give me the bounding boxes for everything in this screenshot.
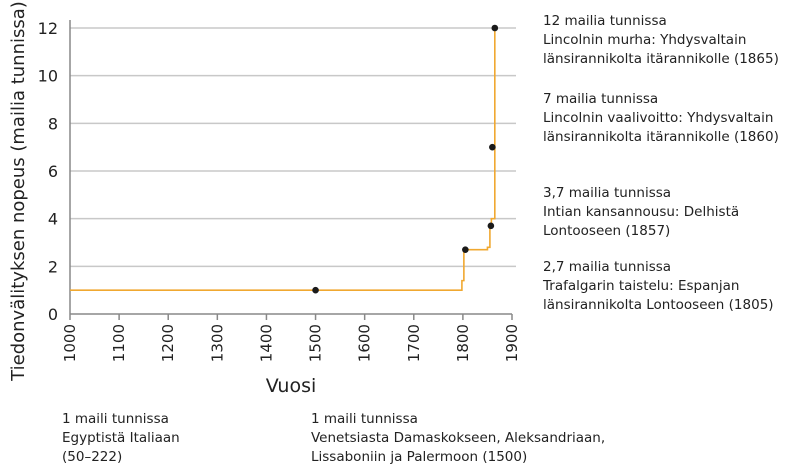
annotation-text: länsirannikolta itärannikolle (1860) bbox=[543, 129, 779, 145]
annotation-12mph: 12 mailia tunnissa Lincolnin murha: Yhdys… bbox=[543, 12, 779, 69]
y-tick-label: 10 bbox=[38, 67, 58, 86]
annotation-7mph: 7 mailia tunnissa Lincolnin vaalivoitto: … bbox=[543, 90, 779, 147]
y-tick-label: 6 bbox=[48, 162, 58, 181]
annotation-venice: 1 maili tunnissa Venetsiasta Damaskokseen… bbox=[311, 410, 605, 467]
y-tick-label: 0 bbox=[48, 305, 58, 324]
x-tick-label: 1300 bbox=[208, 324, 226, 362]
x-tick-label: 1500 bbox=[307, 324, 325, 362]
data-point bbox=[312, 286, 319, 294]
annotation-text: länsirannikolta Lontooseen (1805) bbox=[543, 297, 774, 313]
annotation-egypt: 1 maili tunnissa Egyptistä Italiaan (50–22… bbox=[62, 410, 180, 467]
annotation-3-7mph: 3,7 mailia tunnissa Intian kansannousu: D… bbox=[543, 184, 739, 241]
x-axis-label: Vuosi bbox=[266, 375, 317, 397]
x-tick-label: 1400 bbox=[257, 324, 275, 362]
x-tick-label: 1900 bbox=[503, 324, 521, 362]
annotation-text: Egyptistä Italiaan bbox=[62, 430, 180, 446]
data-point bbox=[489, 143, 496, 151]
annotation-2-7mph: 2,7 mailia tunnissa Trafalgarin taistelu:… bbox=[543, 258, 774, 315]
annotation-title: 12 mailia tunnissa bbox=[543, 13, 667, 29]
annotation-text: Lincolnin vaalivoitto: Yhdysvaltain bbox=[543, 110, 774, 126]
step-line bbox=[70, 28, 496, 291]
annotation-text: Lincolnin murha: Yhdysvaltain bbox=[543, 32, 747, 48]
annotation-text: Lissaboniin ja Palermoon (1500) bbox=[311, 449, 528, 465]
annotation-text: (50–222) bbox=[62, 449, 123, 465]
x-tick-label: 1700 bbox=[405, 324, 423, 362]
x-tick-label: 1200 bbox=[159, 324, 177, 362]
annotation-text: Venetsiasta Damaskokseen, Aleksandriaan, bbox=[311, 430, 606, 446]
x-tick-label: 1600 bbox=[356, 324, 374, 362]
x-tick-label: 1100 bbox=[110, 324, 128, 362]
annotation-title: 1 maili tunnissa bbox=[311, 411, 418, 427]
y-tick-label: 8 bbox=[48, 114, 58, 133]
y-axis-label: Tiedonvälityksen nopeus (mailia tunnissa… bbox=[8, 1, 29, 382]
annotation-title: 3,7 mailia tunnissa bbox=[543, 185, 672, 201]
x-tick-label: 1000 bbox=[61, 324, 79, 362]
annotation-text: länsirannikolta itärannikolle (1865) bbox=[543, 51, 779, 67]
y-tick-label: 2 bbox=[48, 257, 58, 276]
data-point bbox=[462, 246, 469, 253]
y-tick-label: 4 bbox=[48, 210, 58, 229]
data-point bbox=[491, 24, 499, 32]
annotation-text: Trafalgarin taistelu: Espanjan bbox=[543, 278, 740, 294]
annotation-title: 1 maili tunnissa bbox=[62, 411, 169, 427]
data-point bbox=[487, 222, 495, 230]
y-tick-label: 12 bbox=[38, 19, 58, 38]
annotation-text: Lontooseen (1857) bbox=[543, 223, 671, 239]
annotation-text: Intian kansannousu: Delhistä bbox=[543, 204, 740, 220]
x-tick-label: 1800 bbox=[454, 324, 472, 362]
annotation-title: 2,7 mailia tunnissa bbox=[543, 259, 672, 275]
annotation-title: 7 mailia tunnissa bbox=[543, 91, 659, 107]
